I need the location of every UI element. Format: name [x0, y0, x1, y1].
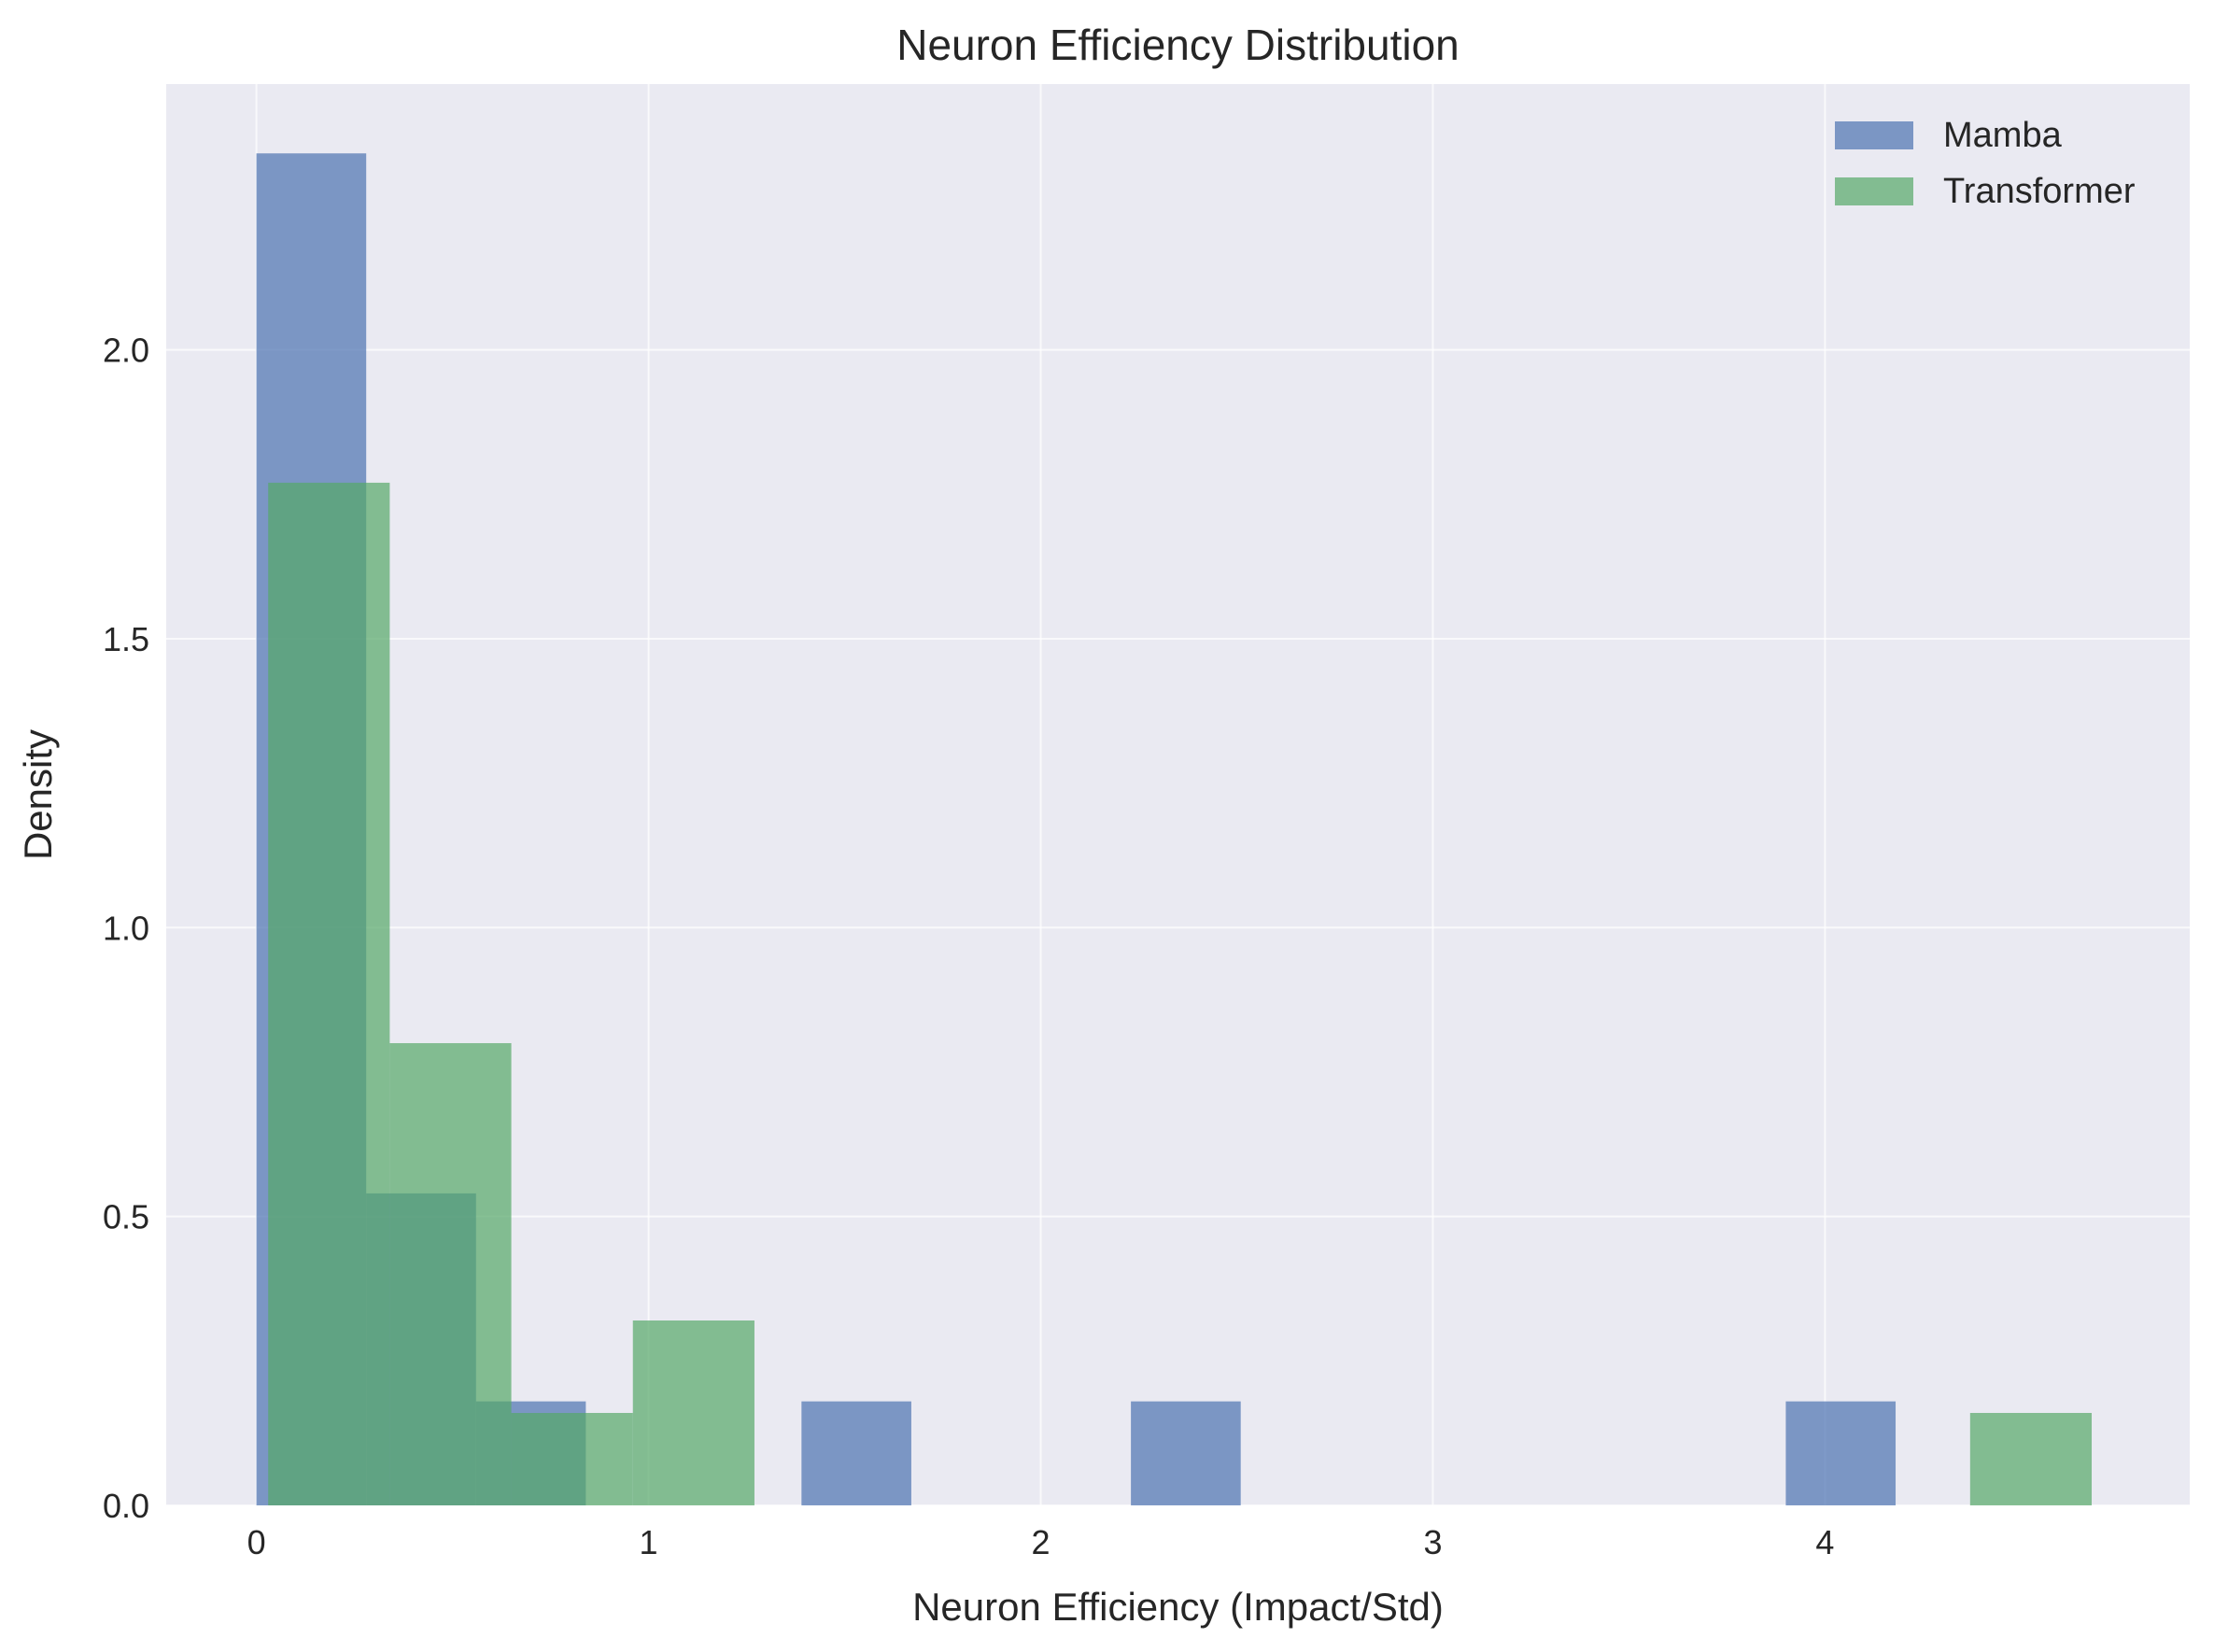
transformer-bar: [268, 482, 390, 1505]
legend: Mamba Transformer: [1835, 116, 2136, 211]
mamba-bar: [1785, 1401, 1897, 1505]
mamba-legend-label: Mamba: [1943, 116, 2063, 155]
y-tick-label: 1.5: [103, 620, 149, 658]
y-axis-label: Density: [16, 729, 60, 860]
x-tick-label: 0: [247, 1523, 266, 1561]
mamba-legend-swatch: [1835, 121, 1913, 149]
transformer-legend-label: Transformer: [1943, 172, 2136, 211]
y-tick-label: 2.0: [103, 332, 149, 370]
bars: [256, 153, 2093, 1505]
y-tick-label: 0.5: [103, 1198, 149, 1236]
mamba-bar: [1131, 1401, 1241, 1505]
x-tick-label: 4: [1815, 1523, 1834, 1561]
y-tick-label: 1.0: [103, 909, 149, 947]
transformer-bar: [389, 1043, 512, 1505]
transformer-bar: [632, 1320, 754, 1505]
transformer-bar: [1969, 1413, 2093, 1505]
tick-labels: 0 1 2 3 4 0.0 0.5 1.0 1.5 2.0: [103, 332, 1834, 1561]
x-tick-label: 1: [640, 1523, 658, 1561]
transformer-legend-swatch: [1835, 177, 1913, 205]
x-axis-label: Neuron Efficiency (Impact/Std): [912, 1585, 1444, 1629]
x-tick-label: 3: [1423, 1523, 1442, 1561]
x-tick-label: 2: [1031, 1523, 1050, 1561]
y-tick-label: 0.0: [103, 1487, 149, 1525]
chart-title: Neuron Efficiency Distribution: [896, 21, 1460, 69]
transformer-bar: [511, 1413, 633, 1505]
mamba-bar: [801, 1401, 911, 1505]
